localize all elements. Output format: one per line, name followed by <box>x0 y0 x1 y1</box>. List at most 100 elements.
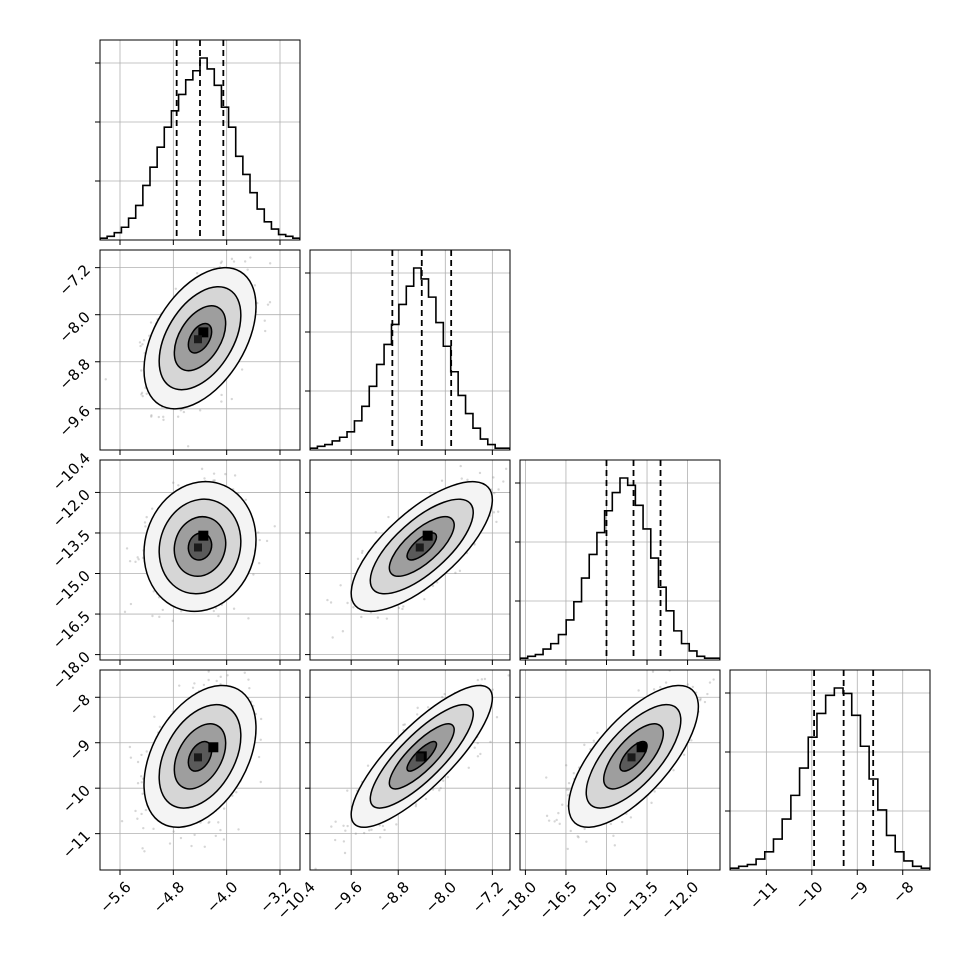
scatter-point <box>438 789 441 792</box>
panel-pair-3-2: −18.0−16.5−15.0−13.5−12.0 <box>495 669 721 923</box>
y-tick-label: −11 <box>59 827 94 862</box>
scatter-point <box>143 850 146 853</box>
scatter-point <box>480 678 484 681</box>
histogram-step <box>730 687 930 870</box>
axes-frame <box>309 669 511 871</box>
scatter-point <box>129 756 133 759</box>
scatter-point <box>414 805 418 808</box>
scatter-point <box>333 838 337 842</box>
scatter-point <box>226 674 229 677</box>
scatter-point <box>517 670 519 672</box>
scatter-point <box>504 467 508 471</box>
scatter-point <box>176 415 180 418</box>
x-tick-label: −8.8 <box>374 878 412 916</box>
scatter-point <box>370 828 373 831</box>
scatter-point <box>136 760 140 764</box>
scatter-point <box>561 803 564 806</box>
scatter-point <box>263 329 267 333</box>
scatter-point <box>219 261 223 265</box>
scatter-point <box>354 832 358 835</box>
scatter-point <box>403 723 407 726</box>
scatter-point <box>153 715 156 718</box>
scatter-point <box>620 820 624 824</box>
scatter-point <box>140 391 144 395</box>
scatter-point <box>356 557 360 561</box>
scatter-point <box>341 630 345 633</box>
scatter-point <box>145 392 148 396</box>
axes-frame <box>99 459 301 661</box>
scatter-point <box>402 605 405 608</box>
scatter-point <box>483 677 487 681</box>
scatter-point <box>502 480 505 483</box>
scatter-point <box>179 409 183 412</box>
scatter-point <box>352 606 355 609</box>
scatter-point <box>476 741 479 745</box>
scatter-point <box>195 272 199 275</box>
scatter-point <box>144 808 148 812</box>
scatter-point <box>489 740 492 744</box>
scatter-point <box>244 498 248 501</box>
scatter-point <box>402 723 405 727</box>
scatter-point <box>257 531 260 534</box>
scatter-point <box>495 520 498 524</box>
scatter-point <box>383 828 386 832</box>
scatter-point <box>265 539 269 543</box>
axes-frame <box>99 249 301 451</box>
scatter-point <box>257 755 261 759</box>
scatter-point <box>496 510 500 513</box>
scatter-point <box>235 791 238 794</box>
scatter-point <box>207 670 210 673</box>
scatter-point <box>177 484 180 487</box>
scatter-point <box>547 819 551 822</box>
scatter-point <box>212 609 216 613</box>
scatter-point <box>362 831 366 835</box>
scatter-point <box>150 415 153 418</box>
scatter-point <box>179 836 183 840</box>
scatter-point <box>140 753 143 757</box>
scatter-point <box>346 789 349 792</box>
scatter-point <box>492 511 496 514</box>
scatter-point <box>232 607 236 610</box>
scatter-point <box>493 491 496 495</box>
scatter-point <box>129 602 133 606</box>
scatter-point <box>136 782 140 785</box>
scatter-point <box>495 716 499 719</box>
scatter-point <box>473 543 476 546</box>
scatter-point <box>128 745 132 749</box>
scatter-point <box>652 688 656 691</box>
scatter-point <box>157 415 160 419</box>
scatter-point <box>142 826 145 830</box>
scatter-point <box>142 339 146 342</box>
scatter-point <box>128 559 132 563</box>
scatter-point <box>423 597 426 601</box>
scatter-point <box>144 525 147 528</box>
scatter-point <box>162 418 165 422</box>
scatter-point <box>237 828 240 831</box>
scatter-point <box>220 260 224 263</box>
scatter-point <box>123 610 127 614</box>
scatter-point <box>104 378 107 381</box>
scatter-point <box>241 657 243 659</box>
scatter-point <box>186 445 190 448</box>
scatter-point <box>651 670 655 673</box>
scatter-point <box>698 699 702 702</box>
scatter-point <box>346 601 349 605</box>
y-tick-label: −10 <box>59 781 94 816</box>
scatter-point <box>439 786 442 790</box>
density-peak <box>415 753 424 762</box>
scatter-point <box>446 775 450 779</box>
scatter-point <box>491 688 494 691</box>
y-tick-label: −9.6 <box>56 402 94 440</box>
scatter-point <box>440 479 444 482</box>
scatter-point <box>224 472 227 476</box>
scatter-point <box>136 556 139 559</box>
scatter-point <box>230 257 234 261</box>
histogram-step <box>310 267 510 450</box>
scatter-point <box>243 260 247 263</box>
scatter-point <box>203 477 206 480</box>
scatter-point <box>629 816 633 819</box>
scatter-point <box>182 410 186 414</box>
density-peak <box>194 543 202 552</box>
scatter-point <box>426 706 430 709</box>
scatter-point <box>497 488 500 491</box>
